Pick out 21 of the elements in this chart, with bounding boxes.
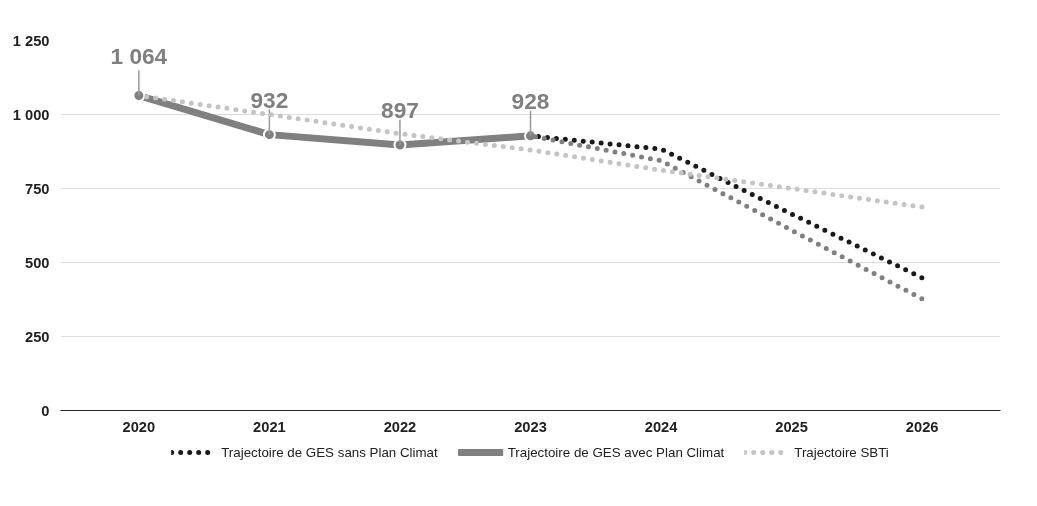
data-label: 1 064 <box>110 42 168 69</box>
legend-label: Trajectoire de GES sans Plan Climat <box>221 444 438 460</box>
x-tick-label: 2020 <box>122 418 156 435</box>
y-tick-label: 1 250 <box>12 32 50 49</box>
y-tick-label: 0 <box>41 402 50 419</box>
x-tick-label: 2021 <box>253 418 286 435</box>
y-tick-label: 1 000 <box>12 106 50 123</box>
data-label: 897 <box>381 97 419 124</box>
legend-label: Trajectoire SBTi <box>794 444 889 460</box>
x-tick-label: 2022 <box>383 418 417 435</box>
data-label: 932 <box>250 86 289 113</box>
legend-label: Trajectoire de GES avec Plan Climat <box>507 444 725 460</box>
y-tick-label: 500 <box>25 254 50 271</box>
point <box>262 128 276 142</box>
x-tick-label: 2023 <box>514 418 547 435</box>
y-tick-label: 750 <box>25 180 50 197</box>
x-tick-label: 2025 <box>775 418 808 435</box>
data-label: 928 <box>511 88 550 115</box>
y-tick-label: 250 <box>25 328 50 345</box>
x-tick-label: 2024 <box>644 418 679 435</box>
x-tick-label: 2026 <box>905 418 939 435</box>
